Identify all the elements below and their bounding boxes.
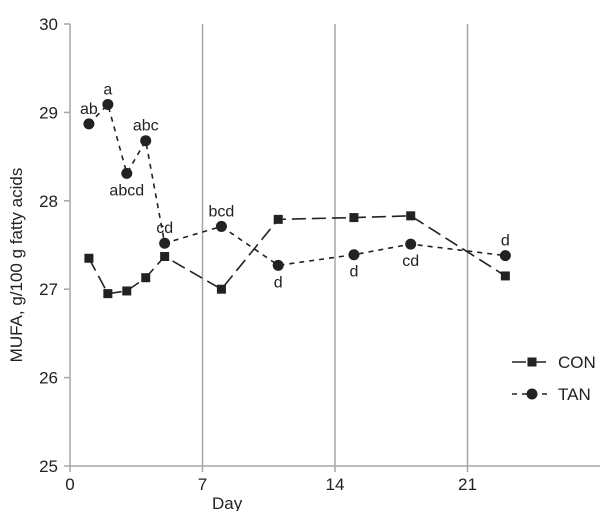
point-label-5: bcd	[209, 203, 235, 220]
x-tick-label-7: 7	[198, 475, 207, 494]
grid-layer	[201, 24, 469, 466]
y-tick-label-30: 30	[39, 15, 58, 34]
data-point-CON-day-2	[103, 289, 113, 299]
point-label-9: d	[501, 233, 510, 250]
data-point-CON-day-18	[406, 211, 416, 221]
point-label-8: cd	[402, 253, 419, 270]
point-label-6: d	[274, 274, 283, 291]
legend-marker-TAN	[526, 388, 538, 400]
data-point-TAN-day-3	[121, 167, 133, 179]
legend-label-TAN: TAN	[558, 385, 591, 404]
data-point-TAN-day-2	[102, 98, 114, 110]
legend-label-CON: CON	[558, 353, 596, 372]
x-tick-label-0: 0	[65, 475, 74, 494]
series-line-TAN	[88, 102, 506, 267]
data-point-TAN-day-4	[140, 135, 152, 147]
point-label-3: abc	[133, 118, 159, 135]
data-point-CON-day-8	[216, 284, 226, 294]
data-point-CON-day-23	[500, 271, 510, 281]
y-tick-label-27: 27	[39, 280, 58, 299]
annotation-layer: aba abcd abc cd bcd d d cd d	[80, 81, 510, 291]
data-point-CON-day-15	[349, 213, 359, 223]
data-point-CON-day-3	[122, 286, 132, 296]
data-point-CON-day-4	[141, 273, 151, 283]
series-layer	[83, 98, 511, 299]
point-label-1: a	[103, 81, 112, 98]
point-label-0: ab	[80, 101, 98, 118]
y-axis-title: MUFA, g/100 g fatty acids	[7, 168, 26, 363]
y-tick-label-28: 28	[39, 192, 58, 211]
data-point-TAN-day-18	[405, 238, 417, 250]
data-point-TAN-day-5	[159, 237, 171, 249]
series-line-CON	[88, 215, 506, 295]
x-axis-title: Day	[212, 494, 243, 511]
data-point-CON-day-5	[160, 251, 170, 261]
data-point-TAN-day-8	[215, 220, 227, 232]
legend-marker-CON	[527, 357, 537, 367]
data-point-CON-day-11	[273, 214, 283, 224]
y-tick-label-26: 26	[39, 369, 58, 388]
data-point-TAN-day-15	[348, 249, 360, 261]
point-label-4: cd	[156, 220, 173, 237]
y-tick-label-29: 29	[39, 103, 58, 122]
x-tick-label-21: 21	[458, 475, 477, 494]
data-point-TAN-day-11	[272, 259, 284, 271]
data-point-TAN-day-23	[499, 250, 511, 262]
point-label-2: abcd	[109, 182, 144, 199]
point-label-7: d	[349, 264, 358, 281]
legend: CON TAN	[512, 353, 596, 404]
data-point-TAN-day-1	[83, 118, 95, 130]
y-tick-label-25: 25	[39, 457, 58, 476]
data-point-CON-day-1	[84, 253, 94, 263]
x-tick-label-14: 14	[326, 475, 345, 494]
axis-layer: 25 26 27 28 29 30 0 7 14 21	[39, 15, 600, 494]
